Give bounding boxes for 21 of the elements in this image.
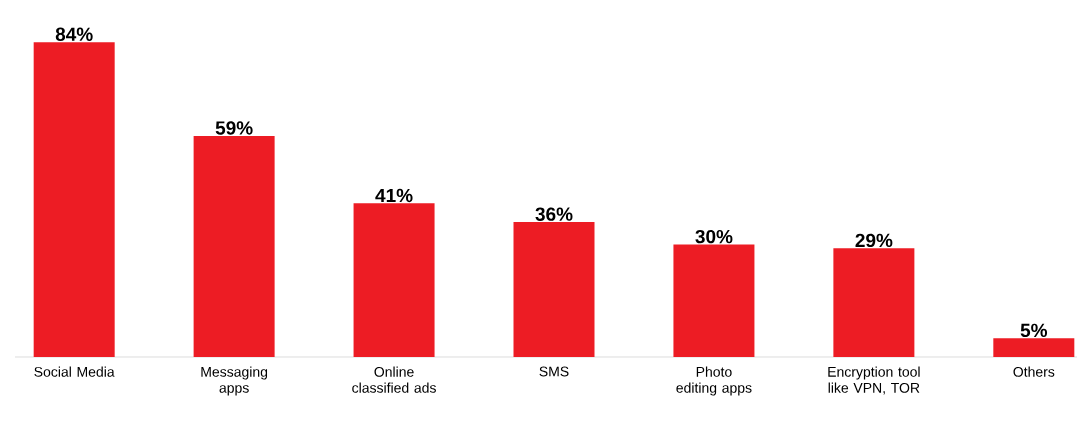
bar [833, 248, 915, 357]
bar [673, 244, 755, 357]
data-label: 59% [215, 121, 253, 135]
x-tick-label: Photo editing apps [676, 366, 752, 396]
x-tick-label: Online classified ads [352, 366, 436, 393]
x-tick-label: Others [1013, 366, 1055, 377]
bar [993, 338, 1075, 357]
data-label: 5% [1020, 323, 1048, 338]
bar [353, 203, 435, 357]
bar [193, 135, 275, 357]
data-label: 84% [55, 27, 93, 41]
x-tick-label: SMS [539, 366, 569, 377]
x-tick-label: Messaging apps [201, 366, 268, 396]
bar [33, 42, 115, 357]
data-label: 29% [855, 233, 893, 248]
bar [513, 222, 595, 357]
x-tick-label: Social Media [34, 366, 115, 377]
data-label: 36% [535, 207, 573, 221]
data-label: 30% [695, 229, 733, 244]
data-label: 41% [375, 188, 413, 203]
x-tick-label: Encryption tool like VPN, TOR [828, 366, 920, 395]
